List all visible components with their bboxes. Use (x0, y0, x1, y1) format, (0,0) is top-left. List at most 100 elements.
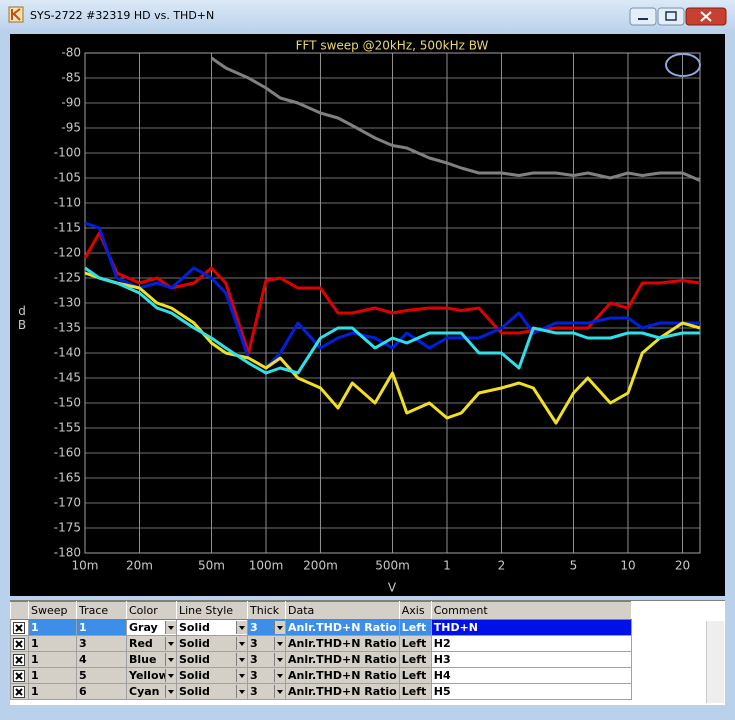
dropdown-arrow[interactable] (236, 653, 247, 666)
table-cell[interactable]: Cyan (126, 683, 177, 700)
table-cell[interactable]: 3 (247, 683, 286, 700)
delete-cell[interactable] (10, 635, 29, 652)
table-cell[interactable]: Solid (176, 683, 248, 700)
maximize-button[interactable] (657, 7, 685, 26)
scrollbar[interactable] (706, 621, 724, 703)
table-cell[interactable]: Left (398, 683, 432, 700)
dropdown-arrow[interactable] (274, 637, 285, 650)
trace-row[interactable]: 1 1 Gray Solid 3 Anlr.THD+N Ratio Left THD+N (10, 619, 632, 636)
header-cell[interactable]: Line Style (176, 601, 248, 620)
header-cell[interactable]: Axis (398, 601, 432, 620)
chart: FFT sweep @20kHz, 500kHz BW V dB -80 -85 -… (10, 34, 725, 596)
table-cell[interactable]: THD+N (430, 619, 632, 636)
delete-box[interactable] (13, 621, 25, 634)
table-cell[interactable]: Solid (176, 667, 248, 684)
dropdown-arrow[interactable] (274, 669, 285, 682)
header-cell[interactable]: Trace (76, 601, 127, 620)
minimize-button[interactable] (629, 7, 657, 26)
table-cell[interactable]: 1 (28, 619, 77, 636)
dropdown-arrow[interactable] (274, 653, 285, 666)
chart-title: FFT sweep @20kHz, 500kHz BW (296, 39, 489, 53)
delete-box[interactable] (13, 637, 25, 650)
table-cell[interactable]: 1 (28, 667, 77, 684)
table-cell[interactable]: Anlr.THD+N Ratio (285, 619, 400, 636)
table-cell[interactable]: H4 (430, 667, 632, 684)
trace-row[interactable]: 1 4 Blue Solid 3 Anlr.THD+N Ratio Left H3 (10, 651, 632, 668)
table-cell[interactable]: Yellow (126, 667, 177, 684)
table-cell[interactable]: Anlr.THD+N Ratio (285, 667, 400, 684)
delete-cell[interactable] (10, 619, 29, 636)
dropdown-arrow[interactable] (165, 637, 176, 650)
header-cell[interactable]: Data (285, 601, 400, 620)
table-cell[interactable]: 1 (28, 683, 77, 700)
table-cell[interactable]: Red (126, 635, 177, 652)
delete-box[interactable] (13, 669, 25, 682)
dropdown-arrow[interactable] (165, 685, 176, 698)
y-tick-label: -135 (54, 321, 81, 335)
dropdown-arrow[interactable] (236, 669, 247, 682)
x-tick-label: 20m (126, 559, 153, 573)
header-cell[interactable]: Sweep (28, 601, 77, 620)
trace-table: Sweep Trace Color Line Style Thick Data Axis Co… (10, 600, 725, 705)
x-tick-label: 10m (72, 559, 99, 573)
table-cell[interactable]: 6 (76, 683, 127, 700)
table-cell[interactable]: H3 (430, 651, 632, 668)
table-cell[interactable]: Anlr.THD+N Ratio (285, 651, 400, 668)
table-cell[interactable]: 1 (28, 635, 77, 652)
table-cell[interactable]: 5 (76, 667, 127, 684)
table-cell[interactable]: Anlr.THD+N Ratio (285, 635, 400, 652)
table-cell[interactable]: Left (398, 667, 432, 684)
y-tick-label: -90 (61, 96, 81, 110)
x-tick-label: 100m (249, 559, 284, 573)
x-tick-label: 5 (570, 559, 578, 573)
delete-cell[interactable] (10, 683, 29, 700)
table-cell[interactable]: Solid (176, 619, 248, 636)
delete-cell[interactable] (10, 667, 29, 684)
delete-glyph (15, 687, 23, 696)
table-cell[interactable]: 3 (247, 651, 286, 668)
dropdown-arrow[interactable] (165, 621, 176, 634)
table-cell[interactable]: H2 (430, 635, 632, 652)
header-cell[interactable] (10, 601, 29, 620)
title-bar: SYS-2722 #32319 HD vs. THD+N (0, 0, 735, 30)
table-cell[interactable]: Gray (126, 619, 177, 636)
table-cell[interactable]: 4 (76, 651, 127, 668)
series-line (84, 221, 700, 370)
dropdown-arrow[interactable] (274, 685, 285, 698)
y-tick-label: -125 (54, 271, 81, 285)
delete-cell[interactable] (10, 651, 29, 668)
dropdown-arrow[interactable] (236, 637, 247, 650)
table-cell[interactable]: 1 (76, 619, 127, 636)
dropdown-arrow[interactable] (274, 621, 285, 634)
table-cell[interactable]: 3 (247, 635, 286, 652)
y-tick-label: -170 (54, 496, 81, 510)
y-tick-label: -180 (54, 546, 81, 560)
table-cell[interactable]: Blue (126, 651, 177, 668)
table-cell[interactable]: Left (398, 619, 432, 636)
table-cell[interactable]: Left (398, 635, 432, 652)
header-cell[interactable]: Comment (430, 601, 632, 620)
table-cell[interactable]: Anlr.THD+N Ratio (285, 683, 400, 700)
table-cell[interactable]: 3 (247, 667, 286, 684)
trace-row[interactable]: 1 3 Red Solid 3 Anlr.THD+N Ratio Left H2 (10, 635, 632, 652)
header-cell[interactable]: Thick (247, 601, 286, 620)
table-cell[interactable]: 3 (76, 635, 127, 652)
delete-box[interactable] (13, 685, 25, 698)
header-row: Sweep Trace Color Line Style Thick Data Axis Co… (10, 601, 632, 620)
header-cell[interactable]: Color (126, 601, 177, 620)
table-cell[interactable]: H5 (430, 683, 632, 700)
table-cell[interactable]: Solid (176, 635, 248, 652)
table-cell[interactable]: Left (398, 651, 432, 668)
dropdown-arrow[interactable] (165, 653, 176, 666)
trace-row[interactable]: 1 5 Yellow Solid 3 Anlr.THD+N Ratio Left H4 (10, 667, 632, 684)
x-tick-label: 50m (198, 559, 225, 573)
dropdown-arrow[interactable] (165, 669, 176, 682)
delete-box[interactable] (13, 653, 25, 666)
table-cell[interactable]: Solid (176, 651, 248, 668)
delete-glyph (15, 623, 23, 632)
trace-row[interactable]: 1 6 Cyan Solid 3 Anlr.THD+N Ratio Left H5 (10, 683, 632, 700)
table-cell[interactable]: 3 (247, 619, 286, 636)
dropdown-arrow[interactable] (236, 621, 247, 634)
table-cell[interactable]: 1 (28, 651, 77, 668)
dropdown-arrow[interactable] (236, 685, 247, 698)
